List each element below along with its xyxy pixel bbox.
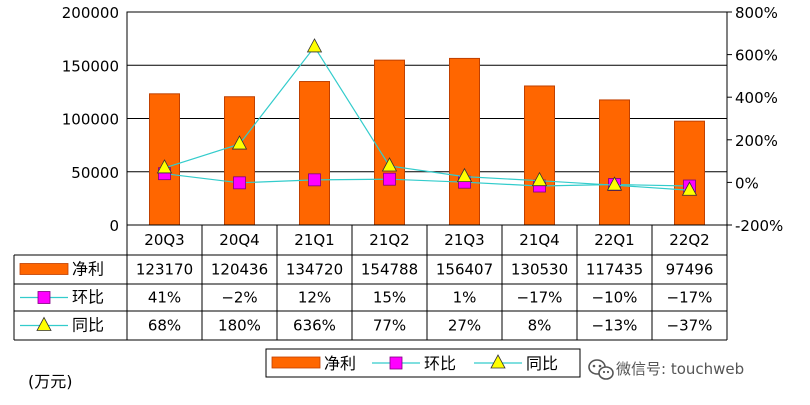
data-label: 97496 [666,261,714,279]
category-label: 21Q2 [369,231,409,249]
right-tick-label: 800% [735,4,778,22]
data-label: 68% [148,317,181,335]
category-label: 21Q1 [294,231,334,249]
right-tick-label: 400% [735,89,778,107]
bar [299,81,330,226]
legend-label: 净利 [324,354,356,373]
watermark: 微信号: touchweb [588,359,744,380]
data-label: 154788 [361,261,418,279]
data-label: 12% [298,289,331,307]
yoy-point [381,157,398,172]
yoy-point [681,181,698,196]
qoq-point [308,173,321,187]
bar [224,96,255,226]
right-tick-label: 0% [735,174,759,192]
data-label: 27% [448,317,481,335]
category-label: 21Q3 [444,231,484,249]
data-label: 8% [528,317,552,335]
line-series [156,38,698,196]
left-tick-label: 150000 [62,57,119,75]
yoy-point [156,159,173,174]
watermark-text: 微信号: touchweb [616,360,744,378]
yoy-point [456,167,473,183]
left-tick-label: 0 [109,217,119,235]
data-label: 156407 [436,261,493,279]
data-label: 130530 [511,261,568,279]
data-label: −10% [592,289,638,307]
legend-label: 环比 [424,354,456,373]
data-label: 117435 [586,261,643,279]
category-label: 22Q2 [669,231,709,249]
bar [449,57,480,226]
qoq-point [383,172,396,186]
bar-key [271,356,321,369]
qoq-point [233,176,246,190]
data-label: 77% [373,317,406,335]
legend-label: 同比 [526,354,558,373]
category-label: 20Q4 [219,231,259,249]
left-tick-label: 100000 [62,111,119,129]
gridlines [127,11,727,173]
yoy-point [490,354,506,369]
data-label: −2% [221,289,257,307]
right-tick-label: 600% [735,47,778,65]
yoy-point [231,135,248,150]
left-tick-label: 50000 [71,164,119,182]
qoq-point [389,356,403,370]
right-tick-label: -200% [735,217,783,235]
right-tick-label: 200% [735,132,778,150]
qoq-point [37,291,51,304]
category-label: 20Q3 [144,231,184,249]
wechat-icon [588,359,614,380]
data-label: 123170 [136,261,193,279]
category-label: 22Q1 [594,231,634,249]
unit-label: (万元) [28,372,73,391]
bar [599,99,630,226]
data-label: −13% [592,317,638,335]
series-line [164,45,690,191]
yoy-point [36,316,52,331]
data-label: 180% [218,317,261,335]
data-label: −37% [667,317,713,335]
bar [674,120,705,226]
data-label: 636% [293,317,336,335]
bar-key [19,263,69,275]
legend: 净利 环比 同比 [265,348,581,378]
data-label: 1% [453,289,477,307]
bar-series [149,57,705,226]
category-label: 21Q4 [519,231,559,249]
data-label: 134720 [286,261,343,279]
data-label: 41% [148,289,181,307]
left-tick-label: 200000 [62,4,119,22]
data-label: 15% [373,289,406,307]
row-label: 同比 [72,316,104,335]
data-label: 120436 [211,261,268,279]
yoy-point [531,171,548,187]
bar [524,85,555,226]
bar [374,59,405,226]
yoy-point [606,176,623,191]
row-label: 净利 [72,260,104,279]
data-label: −17% [517,289,563,307]
data-table: 20Q3 20Q4 21Q1 21Q2 21Q3 21Q4 22Q1 22Q2 123170 12… [13,224,728,341]
row-label: 环比 [72,288,104,307]
data-label: −17% [667,289,713,307]
yoy-point [306,38,323,53]
